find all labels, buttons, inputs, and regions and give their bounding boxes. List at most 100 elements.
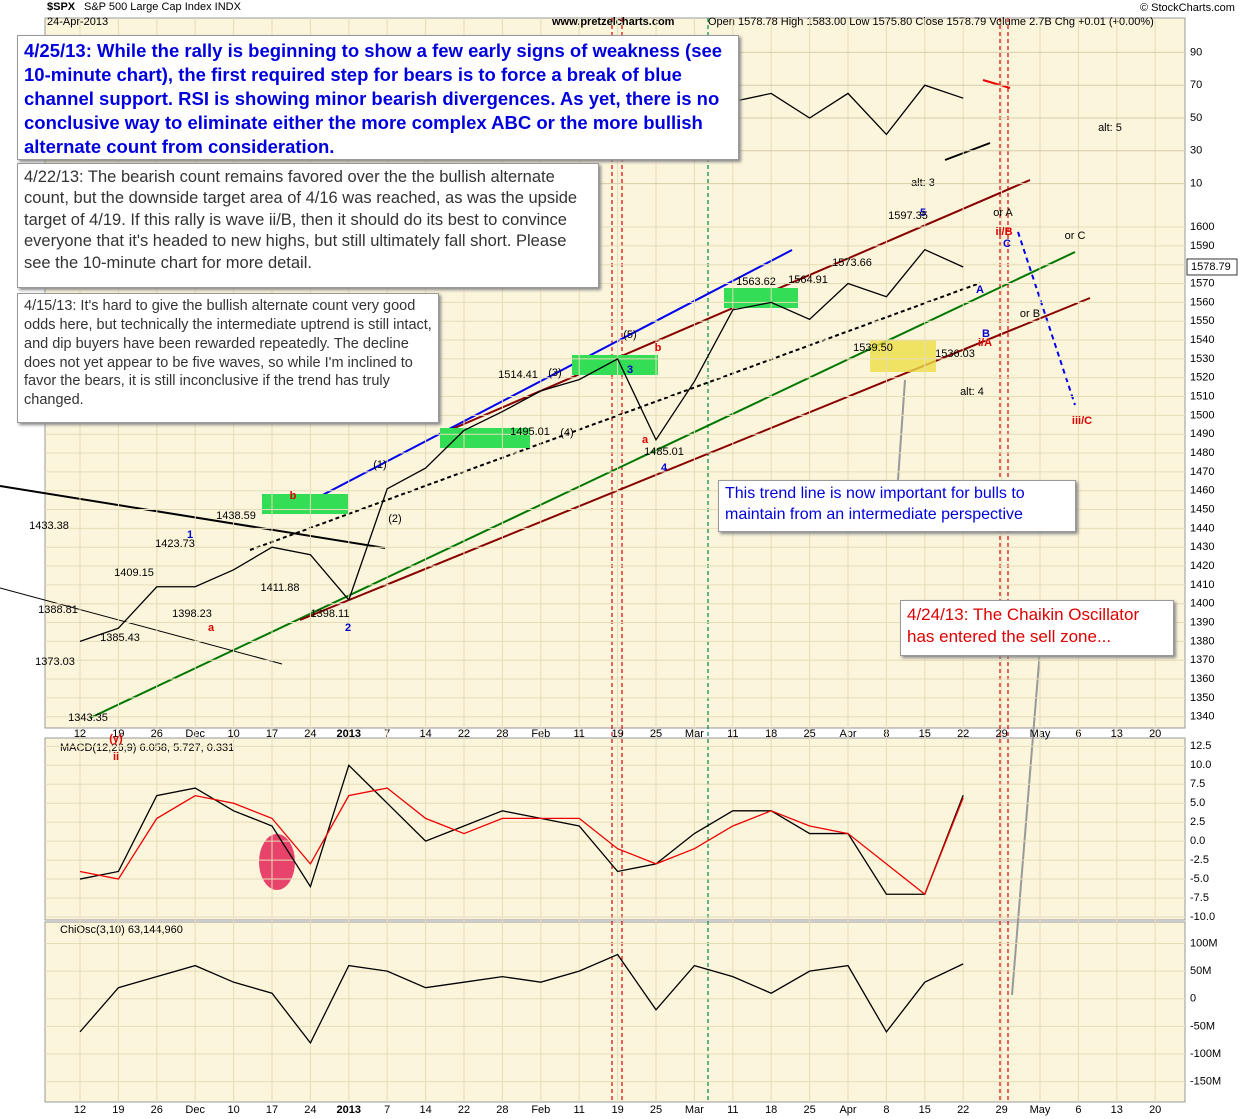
x-tick-label: Dec — [185, 1104, 205, 1116]
y-tick-label: 1360 — [1190, 673, 1214, 685]
y-tick-label: 1510 — [1190, 390, 1214, 402]
site: www.pretzelcharts.com — [551, 16, 675, 28]
annotation: 1398.23 — [172, 608, 212, 620]
annotation: 1385.43 — [100, 632, 140, 644]
credit: © StockCharts.com — [1140, 2, 1235, 14]
channel-line — [249, 282, 981, 551]
chaikin-title: ChiOsc(3,10) 63,144,960 — [60, 924, 183, 936]
y-tick-label: 1430 — [1190, 541, 1214, 553]
annotation: alt: 5 — [1098, 122, 1122, 134]
y-tick-label: -5.0 — [1190, 873, 1209, 885]
annotation: C — [1003, 238, 1011, 250]
trend-lines — [0, 79, 1091, 719]
channel-line — [0, 485, 386, 549]
zone — [724, 288, 798, 308]
series-line — [79, 248, 964, 642]
annotation: 1564.91 — [788, 274, 828, 286]
channel-line — [0, 587, 283, 665]
y-tick-label: 1420 — [1190, 560, 1214, 572]
annotation: b — [655, 342, 662, 354]
annotation: iii/C — [1072, 415, 1092, 427]
y-tick-label: 1350 — [1190, 692, 1214, 704]
annotation: 3 — [627, 364, 633, 376]
macd-title: MACD(12,26,9) 6.058, 5.727, 0.331 — [60, 742, 234, 754]
date: 24-Apr-2013 — [47, 16, 108, 28]
y-tick-label: 1490 — [1190, 428, 1214, 440]
annotation: (5) — [623, 329, 636, 341]
y-tick-label: -50M — [1190, 1020, 1215, 1032]
annotation: 1438.59 — [216, 510, 256, 522]
x-tick-label: 25 — [650, 1104, 662, 1116]
annotation: (4) — [560, 427, 573, 439]
annotation: alt: 3 — [911, 177, 935, 189]
annotation: 1423.73 — [155, 538, 195, 550]
y-tick-label: 1390 — [1190, 616, 1214, 628]
annotation: 1398.11 — [311, 608, 350, 620]
macd-panel — [44, 737, 1186, 921]
x-tick-label: Mar — [685, 1104, 704, 1116]
annotation: ii — [113, 751, 119, 763]
y-tick-label: 1470 — [1190, 466, 1214, 478]
x-tick-label: 8 — [883, 1104, 889, 1116]
y-tick-label: 1480 — [1190, 447, 1214, 459]
y-tick-label: 1370 — [1190, 654, 1214, 666]
projection — [1017, 231, 1076, 406]
x-tick-label: 25 — [803, 1104, 815, 1116]
zone — [262, 494, 348, 514]
annotation: (3) — [548, 367, 561, 379]
annotation: or B — [1020, 308, 1040, 320]
x-tick-label: 19 — [611, 1104, 623, 1116]
divergence — [944, 142, 991, 161]
index-name: S&P 500 Large Cap Index INDX — [84, 1, 242, 13]
annotation: b — [290, 490, 297, 502]
x-tick-label: 7 — [384, 1104, 390, 1116]
annotation: a — [642, 434, 649, 446]
annotation: 1409.15 — [114, 567, 154, 579]
y-tick-label: 50 — [1190, 112, 1202, 124]
y-tick-label: 0.0 — [1190, 835, 1205, 847]
annotation: 1573.66 — [832, 257, 872, 269]
y-tick-label: 10.0 — [1190, 759, 1211, 771]
series-line — [79, 953, 964, 1045]
annotation: 1539.50 — [853, 342, 893, 354]
annotation: alt: 4 — [960, 386, 984, 398]
y-tick-label: 1400 — [1190, 598, 1214, 610]
x-tick-label: 19 — [112, 1104, 124, 1116]
annotation: 4 — [661, 462, 668, 474]
note: 4/24/13: The Chaikin Oscillator has ente… — [900, 600, 1174, 656]
y-tick-label: 1520 — [1190, 372, 1214, 384]
y-tick-label: 1570 — [1190, 277, 1214, 289]
annotation: ii/B — [995, 226, 1012, 238]
zone — [572, 355, 658, 375]
y-tick-label: 1500 — [1190, 409, 1214, 421]
annotation: 1388.81 — [38, 604, 78, 616]
annotation: 1343.35 — [68, 712, 108, 724]
y-tick-label: 50M — [1190, 965, 1211, 977]
divergence — [982, 79, 1011, 89]
x-tick-label: 20 — [1149, 1104, 1161, 1116]
x-tick-label: 11 — [573, 1104, 584, 1116]
y-tick-label: 90 — [1190, 46, 1202, 58]
channel-line — [89, 251, 1076, 719]
y-tick-label: 1530 — [1190, 353, 1214, 365]
x-tick-label: 28 — [496, 1104, 508, 1116]
y-tick-label: 1540 — [1190, 334, 1214, 346]
x-tick-label: Apr — [839, 1104, 856, 1116]
y-tick-label: -10.0 — [1190, 911, 1215, 923]
x-tick-label: 14 — [419, 1104, 431, 1116]
y-tick-label: 1590 — [1190, 240, 1214, 252]
y-tick-label: 1440 — [1190, 522, 1214, 534]
x-tick-label: 2013 — [337, 1104, 361, 1116]
event-lines — [611, 18, 1009, 1102]
x-tick-label: 18 — [765, 1104, 777, 1116]
y-tick-label: 1410 — [1190, 579, 1214, 591]
y-tick-label: -7.5 — [1190, 892, 1209, 904]
y-tick-label: 30 — [1190, 145, 1202, 157]
last-price: 1578.79 — [1191, 261, 1231, 273]
x-tick-label: May — [1030, 1104, 1051, 1116]
annotation: 1536.03 — [935, 348, 975, 360]
y-tick-label: 12.5 — [1190, 740, 1211, 752]
annotation: or A — [993, 207, 1013, 219]
y-tick-label: 7.5 — [1190, 778, 1205, 790]
